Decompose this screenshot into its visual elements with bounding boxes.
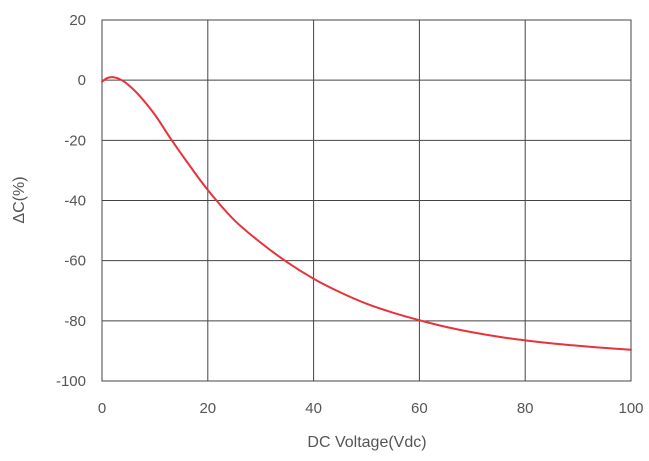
x-tick-label: 0 (98, 400, 106, 417)
x-tick-label: 40 (305, 400, 322, 417)
x-tick-label: 20 (199, 400, 216, 417)
series-layer (101, 76, 632, 351)
x-axis-title: DC Voltage(Vdc) (307, 434, 426, 451)
x-tick-label: 60 (411, 400, 428, 417)
series-line (101, 76, 632, 351)
grid (101, 19, 632, 382)
y-tick-label: -60 (64, 253, 86, 270)
y-tick-label: -100 (56, 373, 86, 390)
x-tick-label: 80 (517, 400, 534, 417)
x-tick-label: 100 (618, 400, 643, 417)
y-tick-label: -40 (64, 193, 86, 210)
y-tick-label: 0 (78, 72, 86, 89)
y-tick-label: 20 (69, 12, 86, 29)
y-tick-label: -20 (64, 132, 86, 149)
y-tick-label: -80 (64, 313, 86, 330)
y-axis-title: ΔC(%) (11, 176, 28, 223)
tick-labels: 0 20 40 60 80 100 20 0 -20 -40 -60 -80 -100 (56, 12, 644, 417)
